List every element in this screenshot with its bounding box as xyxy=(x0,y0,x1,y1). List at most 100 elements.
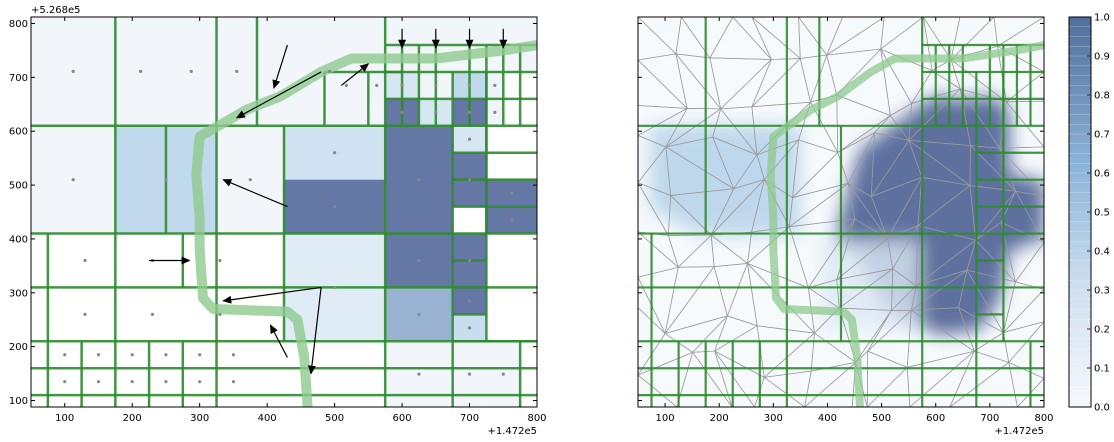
center-dot xyxy=(164,353,168,357)
vector-arrow xyxy=(307,287,322,375)
x-tick-label: 400 xyxy=(258,413,277,424)
colorbar-tick-label: 0.1 xyxy=(1094,364,1110,375)
right-axes-frame xyxy=(637,16,1045,408)
route-polyline xyxy=(191,40,537,407)
vector-arrow xyxy=(269,324,288,358)
y-tick-label: 600 xyxy=(9,127,28,138)
center-dot xyxy=(467,258,472,263)
center-dot xyxy=(198,353,202,357)
center-dot xyxy=(510,191,514,195)
center-dot xyxy=(344,83,349,88)
center-dot xyxy=(400,83,404,88)
center-dot xyxy=(248,178,252,182)
x-tick-label: 100 xyxy=(55,413,74,424)
center-dot xyxy=(218,258,222,263)
center-dot xyxy=(198,380,202,384)
colorbar-tick-label: 0.9 xyxy=(1094,52,1110,63)
center-dot xyxy=(501,372,505,376)
y-tick-label: 700 xyxy=(9,73,28,84)
center-dot xyxy=(467,137,472,141)
center-dot xyxy=(333,205,337,209)
center-dot xyxy=(189,69,193,74)
center-dot xyxy=(83,312,87,316)
colorbar-tick-label: 0.4 xyxy=(1094,247,1110,258)
cell-center-dots xyxy=(63,42,514,384)
center-dot xyxy=(467,326,472,330)
colorbar-ticks: 0.0 0.1 0.2 0.3 0.4 0.5 0.6 0.7 0.8 0.9 1.0 xyxy=(1069,13,1110,414)
y-tick-label: 400 xyxy=(9,234,28,245)
x-tick-label: 600 xyxy=(926,413,945,424)
center-dot xyxy=(493,110,497,114)
right-heatmap-panel: 100 200 300 400 500 600 700 800 +1.472e5 xyxy=(637,16,1054,437)
right-route-path xyxy=(766,41,1044,407)
center-dot xyxy=(130,353,134,357)
center-dot xyxy=(510,218,514,222)
vector-arrow xyxy=(222,286,322,304)
x-tick-label: 300 xyxy=(190,413,209,424)
right-quadtree-grid xyxy=(638,17,1044,407)
mesh-triangle xyxy=(714,350,755,407)
vector-arrow xyxy=(222,179,288,208)
x-tick-label: 800 xyxy=(527,413,546,424)
center-dot xyxy=(434,110,438,114)
center-dot xyxy=(130,380,134,384)
center-dot xyxy=(375,83,379,88)
x-tick-label: 600 xyxy=(393,413,412,424)
center-dot xyxy=(417,372,421,376)
vector-arrows xyxy=(149,28,508,375)
colorbar-tick-label: 0.8 xyxy=(1094,91,1110,102)
center-dot xyxy=(96,380,101,384)
vector-arrow xyxy=(235,71,322,119)
left-y-ticks: 100 200 300 400 500 600 700 800 xyxy=(9,19,537,407)
colorbar-tick-label: 0.7 xyxy=(1094,130,1110,141)
center-dot xyxy=(417,258,421,263)
center-dot xyxy=(417,178,421,182)
center-dot xyxy=(467,178,472,182)
left-y-offset-label: +5.268e5 xyxy=(31,5,81,16)
right-x-ticks: 100 200 300 400 500 600 700 800 xyxy=(638,17,1054,424)
center-dot xyxy=(231,353,235,357)
mesh-triangle xyxy=(676,351,733,407)
mesh-triangle xyxy=(638,374,678,407)
x-tick-label: 300 xyxy=(764,413,783,424)
x-tick-label: 700 xyxy=(980,413,999,424)
x-tick-label: 200 xyxy=(710,413,729,424)
x-tick-label: 100 xyxy=(656,413,675,424)
heat-blob-west xyxy=(650,125,800,235)
colorbar-tick-label: 0.0 xyxy=(1094,403,1110,414)
center-dot xyxy=(327,69,332,74)
y-tick-label: 200 xyxy=(9,342,28,353)
y-tick-label: 500 xyxy=(9,181,28,192)
center-dot xyxy=(150,312,155,316)
right-x-offset-label: +1.472e5 xyxy=(994,426,1044,437)
heat-blob-south xyxy=(820,240,920,330)
center-dot xyxy=(83,258,87,263)
center-dot xyxy=(235,69,239,74)
center-dot xyxy=(434,83,438,88)
y-tick-label: 800 xyxy=(9,19,28,30)
center-dot xyxy=(417,312,421,316)
left-x-offset-label: +1.472e5 xyxy=(487,426,537,437)
center-dot xyxy=(71,69,75,74)
x-tick-label: 500 xyxy=(325,413,344,424)
left-axes-frame xyxy=(30,16,538,408)
x-tick-label: 800 xyxy=(1034,413,1053,424)
center-dot xyxy=(139,69,143,74)
center-dot xyxy=(493,83,497,88)
colorbar-tick-label: 0.3 xyxy=(1094,286,1110,297)
colorbar: 0.0 0.1 0.2 0.3 0.4 0.5 0.6 0.7 0.8 0.9 1.0 xyxy=(1068,13,1110,414)
center-dot xyxy=(218,312,222,316)
center-dot xyxy=(63,353,67,357)
center-dot xyxy=(71,178,75,182)
center-dot xyxy=(467,83,472,88)
vector-arrow xyxy=(340,63,370,86)
center-dot xyxy=(467,299,472,303)
center-dot xyxy=(96,353,101,357)
x-tick-label: 500 xyxy=(872,413,891,424)
route-path xyxy=(191,40,537,407)
x-tick-label: 200 xyxy=(123,413,142,424)
center-dot xyxy=(231,380,235,384)
colorbar-tick-label: 0.6 xyxy=(1094,169,1110,180)
center-dot xyxy=(333,285,337,290)
